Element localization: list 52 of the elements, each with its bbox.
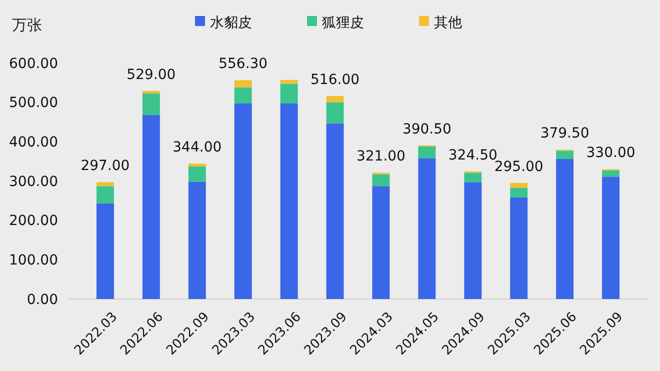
total-label: 516.00 xyxy=(310,72,360,88)
legend-label: 其他 xyxy=(434,14,462,31)
legend-label: 水貂皮 xyxy=(210,14,252,31)
bar xyxy=(142,114,160,299)
total-label: 556.30 xyxy=(218,56,268,72)
bar xyxy=(280,80,298,84)
bar xyxy=(372,174,390,186)
bar xyxy=(280,104,298,299)
bar xyxy=(510,182,528,188)
y-tick-label: 400.00 xyxy=(9,134,58,151)
total-label: 321.00 xyxy=(356,148,406,165)
y-tick-label: 500.00 xyxy=(9,95,58,112)
bar xyxy=(234,104,252,299)
bar xyxy=(96,203,114,299)
bar xyxy=(372,186,390,299)
y-tick-label: 600.00 xyxy=(9,56,58,72)
y-tick-label: 100.00 xyxy=(9,252,58,269)
bar xyxy=(280,84,298,104)
total-label: 379.50 xyxy=(540,126,590,142)
bar xyxy=(556,150,574,159)
bar xyxy=(326,124,344,299)
bar xyxy=(418,158,436,299)
bar xyxy=(188,166,206,182)
bar xyxy=(418,146,436,158)
y-axis-title: 万张 xyxy=(12,16,42,34)
bar xyxy=(510,188,528,198)
total-label: 330.00 xyxy=(586,145,636,162)
bar xyxy=(602,176,620,299)
bar xyxy=(234,87,252,104)
bar xyxy=(96,182,114,186)
total-label: 344.00 xyxy=(172,140,222,156)
bar xyxy=(464,182,482,299)
bar xyxy=(142,93,160,115)
y-tick-label: 200.00 xyxy=(9,213,58,230)
bar xyxy=(142,90,160,94)
legend-label: 狐狸皮 xyxy=(322,14,364,31)
bar xyxy=(602,170,620,177)
bar xyxy=(188,182,206,299)
y-tick-label: 300.00 xyxy=(9,174,58,190)
bar xyxy=(556,158,574,299)
bar xyxy=(188,164,206,166)
total-label: 297.00 xyxy=(80,158,130,174)
total-label: 295.00 xyxy=(494,158,544,175)
y-tick-label: 0.00 xyxy=(26,292,58,308)
bar xyxy=(510,198,528,299)
bar xyxy=(326,102,344,124)
total-label: 529.00 xyxy=(126,66,176,83)
bar xyxy=(96,186,114,204)
bar xyxy=(464,172,482,182)
bar xyxy=(234,80,252,88)
bar xyxy=(326,96,344,102)
total-label: 390.50 xyxy=(402,121,452,138)
